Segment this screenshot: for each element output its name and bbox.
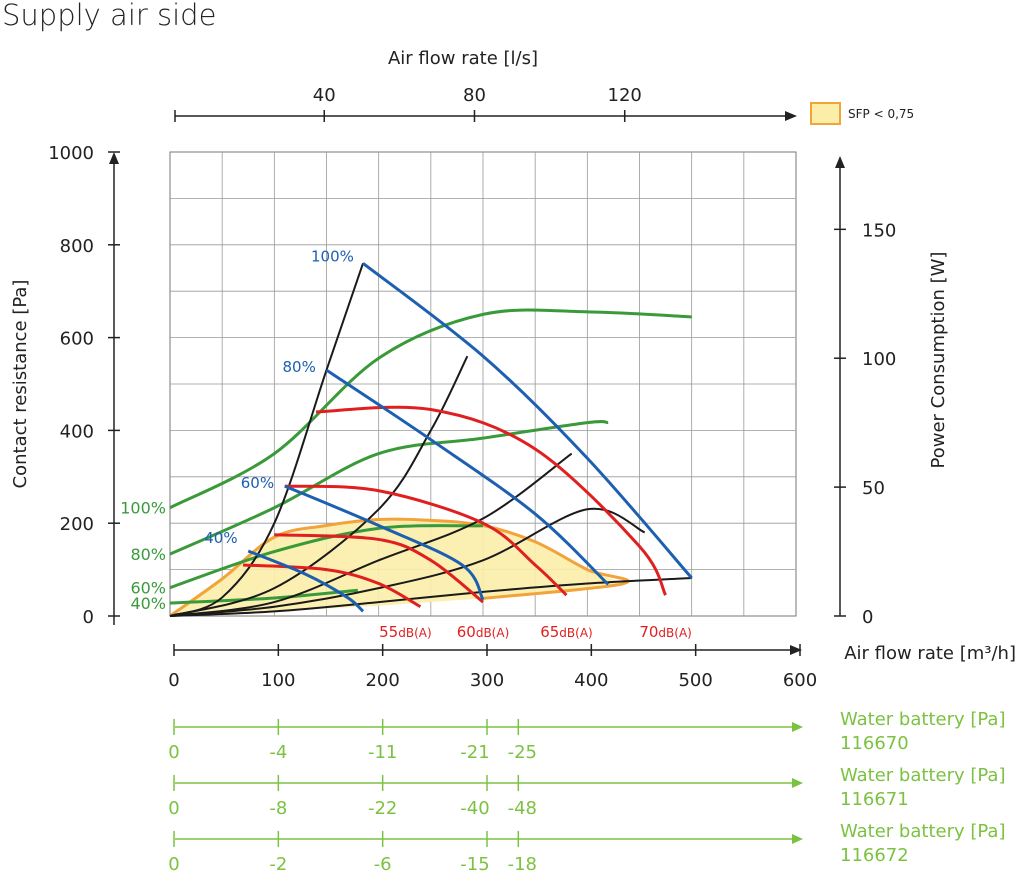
- x-axis-label: Air flow rate [m³/h]: [844, 643, 1016, 664]
- power-curve-label: 40%: [130, 594, 166, 613]
- y-tick-label: 800: [60, 236, 94, 257]
- water-battery-arrow: [792, 834, 803, 844]
- y-axis-arrow: [109, 152, 119, 164]
- fan-curve-40: [247, 549, 365, 613]
- chart-title: Supply air side: [2, 0, 217, 32]
- water-battery-arrow: [792, 722, 803, 732]
- water-battery-tick-label: -22: [368, 798, 397, 819]
- power-curve-100: [169, 308, 692, 510]
- x-tick-label: 300: [470, 670, 504, 691]
- water-battery-tick-label: 0: [168, 742, 179, 763]
- x-tick-label: 0: [168, 670, 179, 691]
- water-battery-tick-label: 0: [168, 854, 179, 875]
- water-battery-tick-label: -40: [460, 798, 489, 819]
- x-axis-arrow: [790, 645, 802, 655]
- power-curve-label: 100%: [120, 499, 166, 518]
- y-tick-label: 400: [60, 421, 94, 442]
- water-battery-tick-label: -48: [508, 798, 537, 819]
- fan-curve-label: 100%: [311, 247, 354, 265]
- water-battery-id: 116670: [840, 733, 909, 754]
- x-tick-label: 600: [783, 670, 817, 691]
- water-battery-tick-label: -15: [460, 854, 489, 875]
- water-battery-label: Water battery [Pa]: [840, 821, 1005, 842]
- y2-tick-label: 150: [862, 220, 896, 241]
- sound-curve-65db: [284, 484, 568, 597]
- y2-axis-label: Power Consumption [W]: [928, 252, 949, 469]
- water-battery-tick-label: -21: [460, 742, 489, 763]
- fan-curve-80: [325, 368, 610, 586]
- sound-curve-label: 60dB(A): [457, 623, 510, 641]
- sound-curve-label: 65dB(A): [540, 623, 593, 641]
- sound-curve-label: 55dB(A): [379, 623, 432, 641]
- y2-tick-label: 100: [862, 349, 896, 370]
- power-curve-80: [169, 420, 609, 556]
- sound-curve-60db: [274, 533, 484, 604]
- water-battery-tick-label: -18: [508, 854, 537, 875]
- x-tick-label: 500: [678, 670, 712, 691]
- y-tick-label: 600: [60, 329, 94, 350]
- fan-curve-label: 80%: [283, 358, 316, 376]
- fan-curve-100: [362, 262, 693, 579]
- power-curve-60: [169, 524, 484, 590]
- top-tick-label: 40: [313, 85, 336, 106]
- y-tick-label: 200: [60, 514, 94, 535]
- x-tick-label: 400: [574, 670, 608, 691]
- y2-axis-arrow: [835, 156, 845, 168]
- sfp-region: [170, 519, 624, 616]
- legend-swatch: [810, 102, 841, 125]
- system-curve: [169, 576, 692, 617]
- system-curve: [169, 355, 469, 617]
- water-battery-tick-label: 0: [168, 798, 179, 819]
- top-axis-label: Air flow rate [l/s]: [388, 48, 538, 69]
- water-battery-tick-label: -8: [269, 798, 287, 819]
- x-tick-label: 100: [261, 670, 295, 691]
- water-battery-label: Water battery [Pa]: [840, 709, 1005, 730]
- water-battery-id: 116672: [840, 845, 909, 866]
- water-battery-arrow: [792, 778, 803, 788]
- y2-tick-label: 0: [862, 607, 873, 628]
- sound-curve-label: 70dB(A): [639, 623, 692, 641]
- water-battery-tick-label: -2: [269, 854, 287, 875]
- fan-curve-label: 60%: [241, 474, 274, 492]
- water-battery-tick-label: -6: [374, 854, 392, 875]
- water-battery-id: 116671: [840, 789, 909, 810]
- y-axis-label: Contact resistance [Pa]: [10, 280, 31, 489]
- system-curve: [169, 507, 646, 617]
- power-curve-label: 80%: [130, 545, 166, 564]
- water-battery-label: Water battery [Pa]: [840, 765, 1005, 786]
- water-battery-tick-label: -4: [269, 742, 287, 763]
- sfp-region-outline: [169, 517, 630, 618]
- top-tick-label: 80: [463, 85, 486, 106]
- y-tick-label: 0: [83, 607, 94, 628]
- y-tick-label: 1000: [48, 143, 94, 164]
- top-tick-label: 120: [608, 85, 642, 106]
- water-battery-tick-label: -11: [368, 742, 397, 763]
- sound-curve-70db: [316, 405, 667, 596]
- sound-curve-55db: [242, 563, 422, 609]
- y2-tick-label: 50: [862, 478, 885, 499]
- top-axis-arrow: [785, 111, 797, 121]
- system-curve: [169, 263, 364, 617]
- fan-curve-label: 40%: [204, 529, 237, 547]
- legend-label: SFP < 0,75: [848, 107, 914, 121]
- water-battery-tick-label: -25: [508, 742, 537, 763]
- x-tick-label: 200: [365, 670, 399, 691]
- power-curve-label: 60%: [130, 579, 166, 598]
- fan-curve-60: [284, 484, 485, 601]
